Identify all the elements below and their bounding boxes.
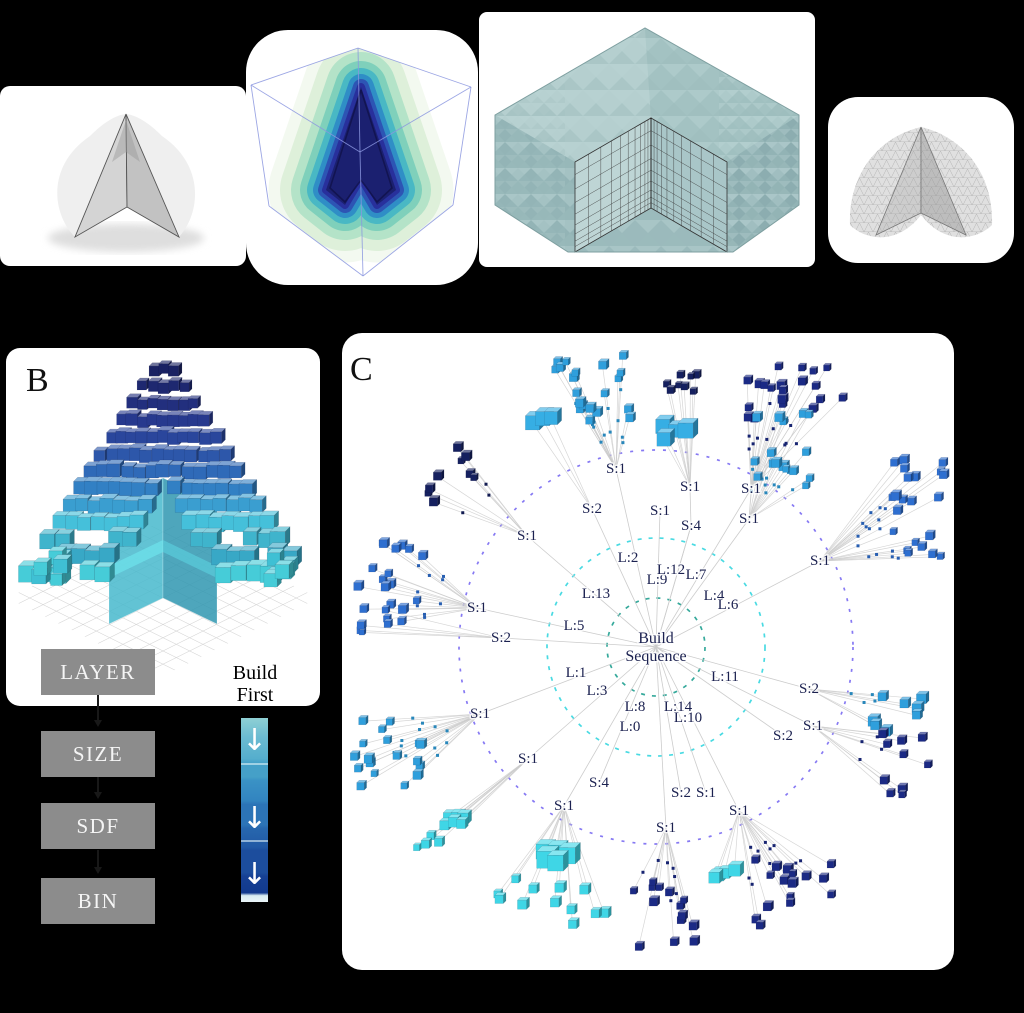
svg-text:S:1: S:1 [739,511,759,527]
legend-title-line2: First [236,684,274,706]
flow-step-size: SIZE [41,731,155,777]
svg-text:S:2: S:2 [582,501,602,517]
down-arrow-icon: ↓ [241,857,268,892]
svg-text:L:0: L:0 [620,719,641,735]
svg-text:S:4: S:4 [589,775,610,791]
legend-title: Build First [222,662,288,706]
svg-text:L:14: L:14 [664,699,693,715]
svg-text:S:2: S:2 [671,785,691,801]
svg-text:S:1: S:1 [554,798,574,814]
svg-text:L:9: L:9 [647,572,668,588]
svg-text:S:1: S:1 [518,751,538,767]
svg-text:L:2: L:2 [618,550,639,566]
panel-sdf-volume [246,30,478,285]
svg-text:S:1: S:1 [729,803,749,819]
edges [353,356,944,948]
down-arrow-icon: ↓ [241,801,268,836]
flow-step-sdf: SDF [41,803,155,849]
panel-b-label: B [26,362,49,399]
svg-text:S:1: S:1 [696,785,716,801]
flow-arrow-3 [94,850,102,874]
panel-input-shape [0,86,246,266]
flow-arrow-1 [94,695,102,727]
svg-text:S:1: S:1 [656,820,676,836]
svg-text:L:11: L:11 [711,669,739,685]
graph-labels: L:0 L:1 L:2 L:3 L:4 L:5 L:6 L:7 L:8 L:9 L:10 L:11 L:… [465,460,831,838]
svg-text:L:12: L:12 [657,562,685,578]
svg-text:L:4: L:4 [704,588,725,604]
legend-title-line1: Build [232,662,278,684]
colorbar-separator [241,763,268,765]
build-sequence-graph: L:0 L:1 L:2 L:3 L:4 L:5 L:6 L:7 L:8 L:9 L:10 L:11 L:… [349,349,950,952]
adaptive-grid-render [494,27,800,253]
svg-text:S:1: S:1 [517,528,537,544]
svg-text:S:1: S:1 [810,553,830,569]
flow-step-bin: BIN [41,878,155,924]
svg-text:S:2: S:2 [491,630,511,646]
svg-text:S:1: S:1 [803,718,823,734]
svg-text:S:1: S:1 [741,481,761,497]
down-arrow-icon: ↓ [241,723,268,758]
svg-text:Sequence: Sequence [625,648,686,665]
svg-text:L:6: L:6 [718,597,739,613]
panel-adaptive-grid [479,12,815,267]
svg-text:S:1: S:1 [606,461,626,477]
svg-text:S:4: S:4 [681,518,702,534]
input-shape-render [48,113,204,252]
svg-text:S:1: S:1 [680,479,700,495]
svg-text:S:2: S:2 [799,681,819,697]
panel-build-sequence: L:0 L:1 L:2 L:3 L:4 L:5 L:6 L:7 L:8 L:9 L:10 L:11 L:… [342,333,954,970]
svg-text:L:5: L:5 [564,618,585,634]
rings [458,449,854,845]
colorbar-separator [241,840,268,842]
panel-c-label: C [350,351,373,388]
svg-text:L:1: L:1 [566,665,587,681]
svg-text:S:1: S:1 [470,706,490,722]
svg-text:L:10: L:10 [674,710,702,726]
svg-text:S:1: S:1 [650,503,670,519]
svg-text:L:3: L:3 [587,683,608,699]
sdf-volume-render [250,47,472,277]
voxel-clusters [349,349,950,952]
svg-text:S:2: S:2 [773,728,793,744]
panel-surface-mesh [828,97,1014,263]
svg-text:L:13: L:13 [582,586,610,602]
flow-step-layer: LAYER [41,649,155,695]
flow-arrow-2 [94,777,102,799]
build-order-colorbar: ↓ ↓ ↓ [241,718,268,902]
svg-text:Build: Build [638,630,674,647]
svg-text:S:1: S:1 [467,600,487,616]
svg-text:L:7: L:7 [686,567,707,583]
surface-mesh-render [849,126,993,238]
svg-text:L:8: L:8 [625,699,646,715]
